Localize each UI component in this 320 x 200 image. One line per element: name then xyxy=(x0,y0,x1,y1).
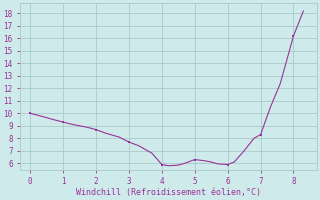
X-axis label: Windchill (Refroidissement éolien,°C): Windchill (Refroidissement éolien,°C) xyxy=(76,188,261,197)
